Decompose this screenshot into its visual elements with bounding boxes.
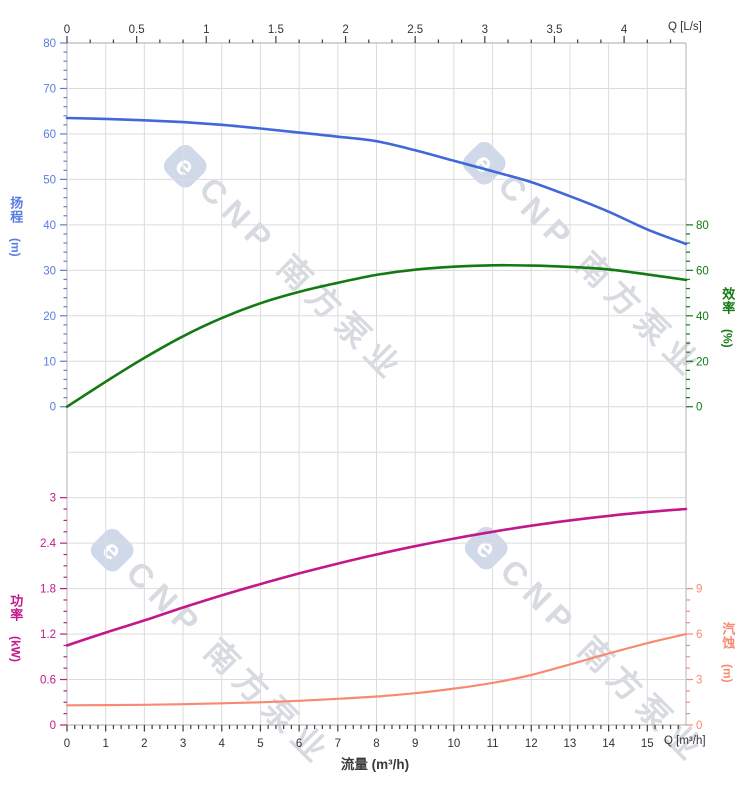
top-axis-tick-label: 3 xyxy=(482,24,488,36)
bottom-axis-unit-label: Q [m³/h] xyxy=(664,735,706,747)
npsh-axis-tick-label: 0 xyxy=(696,720,702,732)
npsh-axis-tick-label: 6 xyxy=(696,629,702,641)
power-axis-unit: (kW) xyxy=(8,635,23,662)
head-axis-tick-label: 70 xyxy=(43,83,56,95)
bottom-axis-tick-label: 8 xyxy=(373,738,379,750)
head-curve xyxy=(65,116,688,246)
top-axis-tick-label: 3.5 xyxy=(546,24,562,36)
efficiency-axis-title-text: 效率 xyxy=(720,287,736,315)
top-axis-tick-label: 1.5 xyxy=(268,24,284,36)
eff-axis-tick-label: 60 xyxy=(696,265,709,277)
top-axis-tick-label: 4 xyxy=(621,24,628,36)
head-axis-tick-label: 0 xyxy=(50,402,56,414)
bottom-axis-tick-label: 2 xyxy=(141,738,147,750)
power-axis-title-text: 功率 xyxy=(8,594,24,622)
head-axis-tick-label: 60 xyxy=(43,129,56,141)
npsh-curve xyxy=(65,633,688,707)
power-axis-title: 功率 (kW) xyxy=(8,594,24,662)
npsh-axis-tick-label: 3 xyxy=(696,675,702,687)
head-axis-title-text: 扬程 xyxy=(8,196,24,224)
eff-axis-tick-label: 0 xyxy=(696,402,702,414)
bottom-axis-tick-label: 9 xyxy=(412,738,418,750)
top-axis-tick-label: 0 xyxy=(64,24,70,36)
bottom-axis-tick-label: 10 xyxy=(447,738,460,750)
top-axis-tick-label: 2.5 xyxy=(407,24,423,36)
power-axis-tick-label: 0 xyxy=(50,720,56,732)
bottom-axis-tick-label: 4 xyxy=(219,738,226,750)
npsh-axis-unit: (m) xyxy=(720,663,735,683)
npsh-axis-tick-label: 9 xyxy=(696,584,702,596)
head-axis-tick-label: 20 xyxy=(43,311,56,323)
npsh-axis-title-text: 汽蚀 xyxy=(720,622,736,650)
x-axis-title: 流量 (m³/h) xyxy=(340,757,410,772)
eff-axis-tick-label: 80 xyxy=(696,220,709,232)
bottom-axis-tick-label: 12 xyxy=(525,738,538,750)
efficiency-axis-unit: (%) xyxy=(720,328,735,348)
bottom-axis-tick-label: 15 xyxy=(641,738,654,750)
top-axis-tick-label: 1 xyxy=(203,24,209,36)
bottom-axis-tick-label: 13 xyxy=(564,738,577,750)
eff-axis-tick-label: 20 xyxy=(696,356,709,368)
eff-axis-tick-label: 40 xyxy=(696,311,709,323)
bottom-axis-tick-label: 7 xyxy=(335,738,341,750)
curves xyxy=(65,116,688,707)
head-axis-tick-label: 80 xyxy=(43,38,56,50)
eff-curve xyxy=(65,263,688,408)
head-axis-title: 扬程 (m) xyxy=(8,196,24,257)
bottom-axis-tick-label: 0 xyxy=(64,738,70,750)
power-axis-tick-label: 1.8 xyxy=(40,584,56,596)
power-axis-tick-label: 3 xyxy=(50,493,56,505)
head-axis-tick-label: 40 xyxy=(43,220,56,232)
bottom-axis-tick-label: 1 xyxy=(102,738,108,750)
head-axis-unit: (m) xyxy=(8,237,23,257)
top-axis-tick-label: 0.5 xyxy=(129,24,145,36)
top-axis-unit-label: Q [L/s] xyxy=(668,21,702,33)
npsh-axis-title: 汽蚀 (m) xyxy=(720,622,736,683)
power-axis-tick-label: 2.4 xyxy=(40,538,57,550)
bottom-axis-tick-label: 14 xyxy=(602,738,615,750)
bottom-axis-tick-label: 3 xyxy=(180,738,186,750)
top-axis-tick-label: 2 xyxy=(342,24,348,36)
power-curve xyxy=(65,507,688,647)
axis-ticks xyxy=(60,36,693,732)
head-axis-tick-label: 30 xyxy=(43,265,56,277)
grid xyxy=(66,42,687,726)
head-axis-tick-label: 50 xyxy=(43,174,56,186)
axis-tick-labels: 0 0.5 1 1.5 2 2.5 3 3.5 40 1 2 3 4 5 6 7 8 9 10 11 12 13 14 150… xyxy=(40,24,709,750)
bottom-axis-tick-label: 5 xyxy=(257,738,263,750)
power-axis-tick-label: 0.6 xyxy=(40,675,56,687)
bottom-axis-tick-label: 6 xyxy=(296,738,302,750)
bottom-axis-tick-label: 11 xyxy=(487,738,499,750)
efficiency-axis-title: 效率 (%) xyxy=(720,287,736,348)
head-axis-tick-label: 10 xyxy=(43,356,56,368)
power-axis-tick-label: 1.2 xyxy=(40,629,56,641)
